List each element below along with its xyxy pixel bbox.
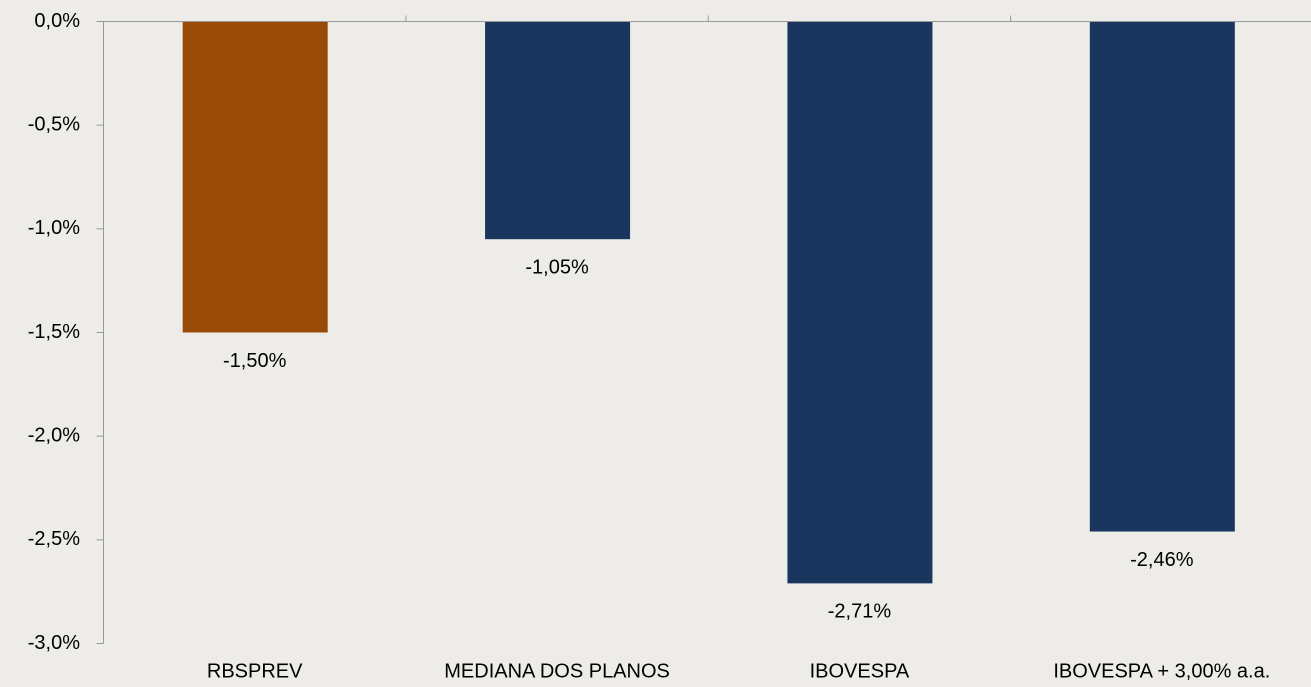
bar [787, 21, 933, 584]
value-label: -1,05% [525, 256, 589, 278]
y-tick-label: 0,0% [34, 10, 80, 32]
y-tick-label: -2,5% [28, 528, 80, 550]
y-tick-label: -0,5% [28, 113, 80, 135]
y-tick-label: -1,0% [28, 217, 80, 239]
x-tick-label: IBOVESPA [810, 660, 910, 682]
bar [485, 21, 631, 240]
value-label: -2,46% [1130, 549, 1194, 571]
bar [182, 21, 328, 333]
x-tick-label: RBSPREV [207, 660, 303, 682]
y-tick-label: -3,0% [28, 632, 80, 654]
bar [1089, 21, 1235, 532]
y-tick-label: -2,0% [28, 424, 80, 446]
value-label: -1,50% [223, 350, 287, 372]
x-tick-label: MEDIANA DOS PLANOS [444, 660, 670, 682]
y-tick-label: -1,5% [28, 321, 80, 343]
value-label: -2,71% [828, 601, 892, 623]
x-tick-label: IBOVESPA + 3,00% a.a. [1053, 660, 1270, 682]
